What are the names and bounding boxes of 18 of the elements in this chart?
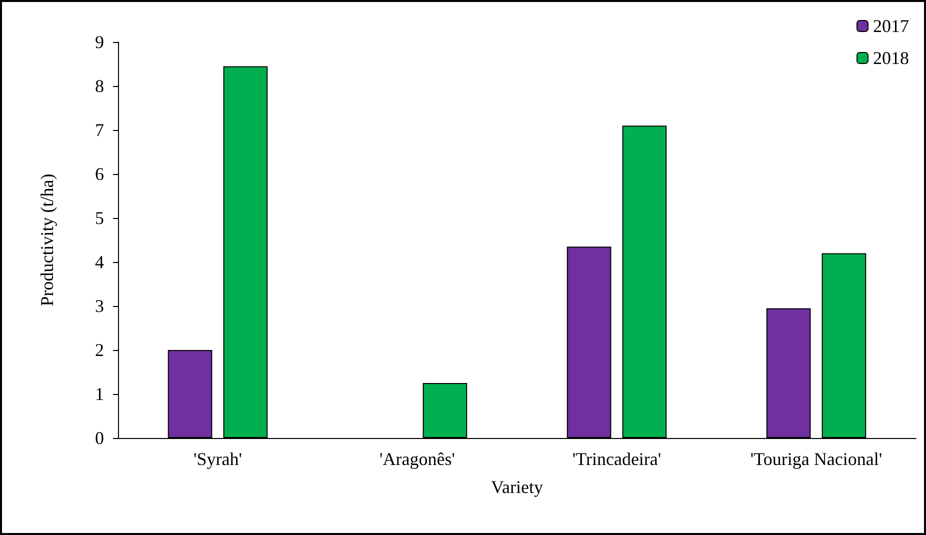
x-tick-label: 'Touriga Nacional' xyxy=(750,449,882,469)
y-tick-label: 5 xyxy=(95,208,104,228)
x-tick-label: 'Trincadeira' xyxy=(572,449,662,469)
y-tick-label: 6 xyxy=(95,164,104,184)
y-axis-title: Productivity (t/ha) xyxy=(37,174,57,306)
y-tick-label: 2 xyxy=(95,340,104,360)
y-tick-label: 7 xyxy=(95,120,104,140)
y-tick-label: 0 xyxy=(95,428,104,448)
legend-label: 2018 xyxy=(873,48,909,68)
y-tick-label: 9 xyxy=(95,32,104,52)
y-tick-label: 3 xyxy=(95,296,104,316)
y-tick-label: 4 xyxy=(95,252,104,272)
x-tick-label: 'Aragonês' xyxy=(380,449,455,469)
legend-label: 2017 xyxy=(873,16,909,36)
x-axis-title: Variety xyxy=(491,477,543,497)
x-tick-label: 'Syrah' xyxy=(194,449,242,469)
y-tick-label: 8 xyxy=(95,76,104,96)
y-tick-label: 1 xyxy=(95,384,104,404)
